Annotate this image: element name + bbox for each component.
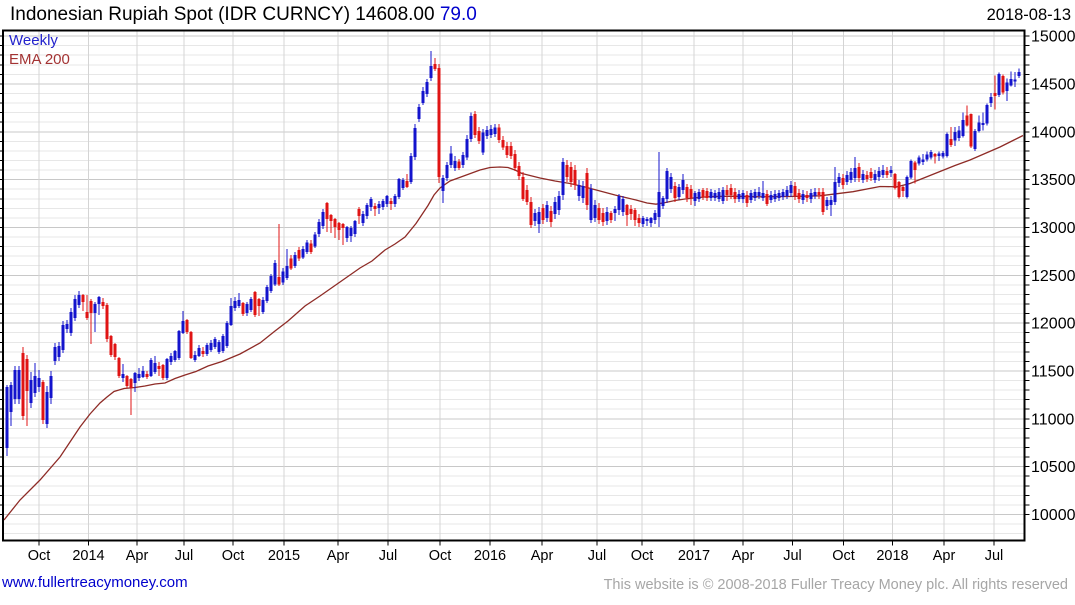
- svg-text:Apr: Apr: [126, 548, 149, 564]
- svg-text:This website is © 2008-2018 Fu: This website is © 2008-2018 Fuller Treac…: [604, 577, 1068, 593]
- svg-text:Jul: Jul: [175, 548, 194, 564]
- svg-text:Jul: Jul: [985, 548, 1004, 564]
- svg-text:Jul: Jul: [783, 548, 802, 564]
- svg-text:11500: 11500: [1031, 364, 1074, 381]
- svg-text:www.fullertreacymoney.com: www.fullertreacymoney.com: [1, 574, 188, 591]
- svg-text:15000: 15000: [1031, 29, 1075, 46]
- svg-text:13500: 13500: [1031, 172, 1075, 189]
- svg-text:Apr: Apr: [732, 548, 755, 564]
- svg-text:14000: 14000: [1031, 124, 1075, 141]
- svg-text:2018-08-13: 2018-08-13: [987, 6, 1071, 24]
- svg-text:10500: 10500: [1031, 459, 1075, 476]
- svg-text:2018: 2018: [876, 548, 908, 564]
- svg-text:Weekly: Weekly: [9, 32, 58, 49]
- svg-text:Indonesian Rupiah Spot (IDR CU: Indonesian Rupiah Spot (IDR CURNCY) 1460…: [10, 4, 477, 25]
- svg-text:Oct: Oct: [631, 548, 654, 564]
- svg-text:2014: 2014: [72, 548, 104, 564]
- svg-text:12000: 12000: [1031, 316, 1075, 333]
- svg-text:Apr: Apr: [933, 548, 956, 564]
- svg-text:2016: 2016: [474, 548, 506, 564]
- svg-text:12500: 12500: [1031, 268, 1075, 285]
- svg-text:Oct: Oct: [429, 548, 452, 564]
- svg-text:2017: 2017: [678, 548, 710, 564]
- svg-text:2015: 2015: [268, 548, 300, 564]
- svg-text:Oct: Oct: [832, 548, 855, 564]
- svg-text:Jul: Jul: [379, 548, 398, 564]
- svg-text:13000: 13000: [1031, 220, 1075, 237]
- svg-text:Oct: Oct: [222, 548, 245, 564]
- svg-text:14500: 14500: [1031, 76, 1075, 93]
- svg-text:Apr: Apr: [327, 548, 350, 564]
- svg-text:10000: 10000: [1031, 507, 1075, 524]
- svg-text:Oct: Oct: [28, 548, 51, 564]
- svg-text:Jul: Jul: [588, 548, 607, 564]
- svg-text:Apr: Apr: [531, 548, 554, 564]
- svg-text:EMA 200: EMA 200: [9, 51, 70, 68]
- svg-text:11000: 11000: [1031, 411, 1074, 428]
